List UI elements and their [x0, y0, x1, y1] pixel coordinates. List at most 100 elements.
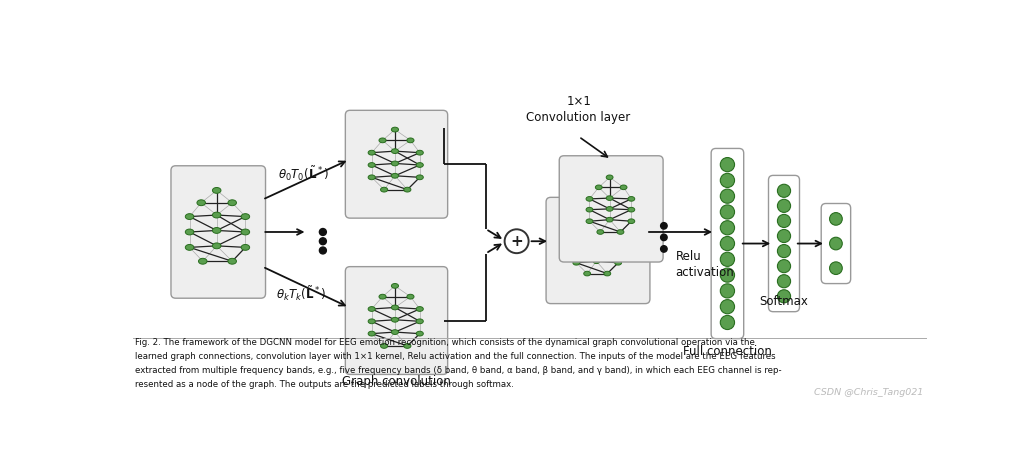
Ellipse shape	[416, 150, 424, 155]
Circle shape	[720, 268, 734, 282]
Ellipse shape	[213, 243, 221, 249]
Ellipse shape	[583, 226, 589, 231]
Circle shape	[720, 189, 734, 203]
Circle shape	[778, 244, 790, 258]
Ellipse shape	[416, 331, 424, 336]
Circle shape	[661, 223, 667, 229]
Ellipse shape	[604, 271, 611, 276]
Circle shape	[720, 315, 734, 330]
Ellipse shape	[407, 295, 414, 299]
Circle shape	[778, 290, 790, 303]
Circle shape	[720, 284, 734, 298]
FancyBboxPatch shape	[559, 156, 663, 262]
Ellipse shape	[573, 261, 580, 265]
FancyBboxPatch shape	[345, 110, 447, 218]
Circle shape	[829, 262, 842, 275]
Ellipse shape	[628, 219, 634, 224]
Text: resented as a node of the graph. The outputs are the predicted labels through so: resented as a node of the graph. The out…	[135, 380, 514, 389]
Text: Fig. 2. The framework of the DGCNN model for EEG emotion recognition, which cons: Fig. 2. The framework of the DGCNN model…	[135, 338, 755, 347]
Ellipse shape	[628, 207, 634, 212]
Ellipse shape	[392, 127, 399, 132]
Ellipse shape	[597, 230, 603, 235]
Ellipse shape	[617, 230, 624, 235]
Ellipse shape	[606, 217, 613, 222]
Ellipse shape	[368, 307, 375, 311]
Text: Graph convolution: Graph convolution	[342, 375, 451, 388]
Ellipse shape	[595, 185, 602, 189]
Text: $\theta_0 T_0(\tilde{\mathbf{L}}^*)$: $\theta_0 T_0(\tilde{\mathbf{L}}^*)$	[278, 165, 328, 184]
Ellipse shape	[606, 196, 613, 200]
Ellipse shape	[607, 226, 614, 231]
Ellipse shape	[620, 185, 627, 189]
Ellipse shape	[593, 248, 600, 253]
Text: 1×1
Convolution layer: 1×1 Convolution layer	[527, 95, 631, 124]
Ellipse shape	[416, 307, 424, 311]
FancyBboxPatch shape	[711, 148, 744, 339]
Circle shape	[829, 237, 842, 250]
Circle shape	[661, 234, 667, 241]
Ellipse shape	[241, 229, 250, 235]
Ellipse shape	[416, 319, 424, 324]
Ellipse shape	[368, 163, 375, 167]
FancyBboxPatch shape	[546, 198, 650, 304]
Ellipse shape	[407, 138, 414, 143]
Circle shape	[504, 229, 529, 253]
Ellipse shape	[584, 271, 591, 276]
Ellipse shape	[586, 219, 593, 224]
Ellipse shape	[606, 207, 613, 211]
Ellipse shape	[368, 175, 375, 179]
Ellipse shape	[213, 227, 221, 233]
Text: CSDN @Chris_Tang021: CSDN @Chris_Tang021	[814, 388, 924, 396]
Circle shape	[720, 157, 734, 172]
Circle shape	[720, 299, 734, 314]
Ellipse shape	[586, 207, 593, 212]
Ellipse shape	[392, 149, 399, 153]
Ellipse shape	[593, 237, 600, 242]
Circle shape	[319, 247, 326, 254]
Ellipse shape	[628, 197, 634, 201]
Circle shape	[778, 214, 790, 227]
Circle shape	[778, 184, 790, 198]
Ellipse shape	[615, 261, 622, 265]
Ellipse shape	[241, 244, 250, 250]
Ellipse shape	[368, 319, 375, 324]
Circle shape	[720, 221, 734, 235]
FancyBboxPatch shape	[769, 175, 800, 312]
Circle shape	[778, 275, 790, 288]
Ellipse shape	[198, 258, 207, 264]
Ellipse shape	[615, 238, 622, 243]
Text: Relu
activation: Relu activation	[676, 250, 734, 279]
Circle shape	[720, 173, 734, 188]
Circle shape	[319, 238, 326, 245]
Ellipse shape	[404, 344, 411, 348]
Text: Full connection: Full connection	[683, 345, 772, 358]
Ellipse shape	[392, 305, 399, 310]
Ellipse shape	[392, 173, 399, 178]
Ellipse shape	[593, 259, 600, 263]
Text: +: +	[510, 234, 523, 249]
Circle shape	[661, 246, 667, 252]
Circle shape	[319, 229, 326, 235]
Ellipse shape	[573, 249, 580, 253]
Circle shape	[720, 205, 734, 219]
Circle shape	[778, 199, 790, 212]
Text: $\theta_k T_k(\tilde{\mathbf{L}}^*)$: $\theta_k T_k(\tilde{\mathbf{L}}^*)$	[276, 285, 326, 303]
Ellipse shape	[606, 175, 613, 179]
Text: Softmax: Softmax	[759, 295, 809, 308]
Ellipse shape	[404, 187, 411, 192]
Text: learned graph connections, convolution layer with 1×1 kernel, Relu activation an: learned graph connections, convolution l…	[135, 352, 776, 361]
Ellipse shape	[241, 214, 250, 220]
Ellipse shape	[615, 249, 622, 253]
Ellipse shape	[228, 258, 237, 264]
Circle shape	[829, 212, 842, 225]
Ellipse shape	[380, 344, 387, 348]
Ellipse shape	[593, 216, 600, 221]
Ellipse shape	[416, 175, 424, 179]
Ellipse shape	[368, 331, 375, 336]
Ellipse shape	[368, 150, 375, 155]
FancyBboxPatch shape	[171, 166, 265, 298]
Ellipse shape	[416, 163, 424, 167]
Ellipse shape	[392, 330, 399, 335]
Ellipse shape	[586, 197, 593, 201]
Ellipse shape	[213, 188, 221, 193]
